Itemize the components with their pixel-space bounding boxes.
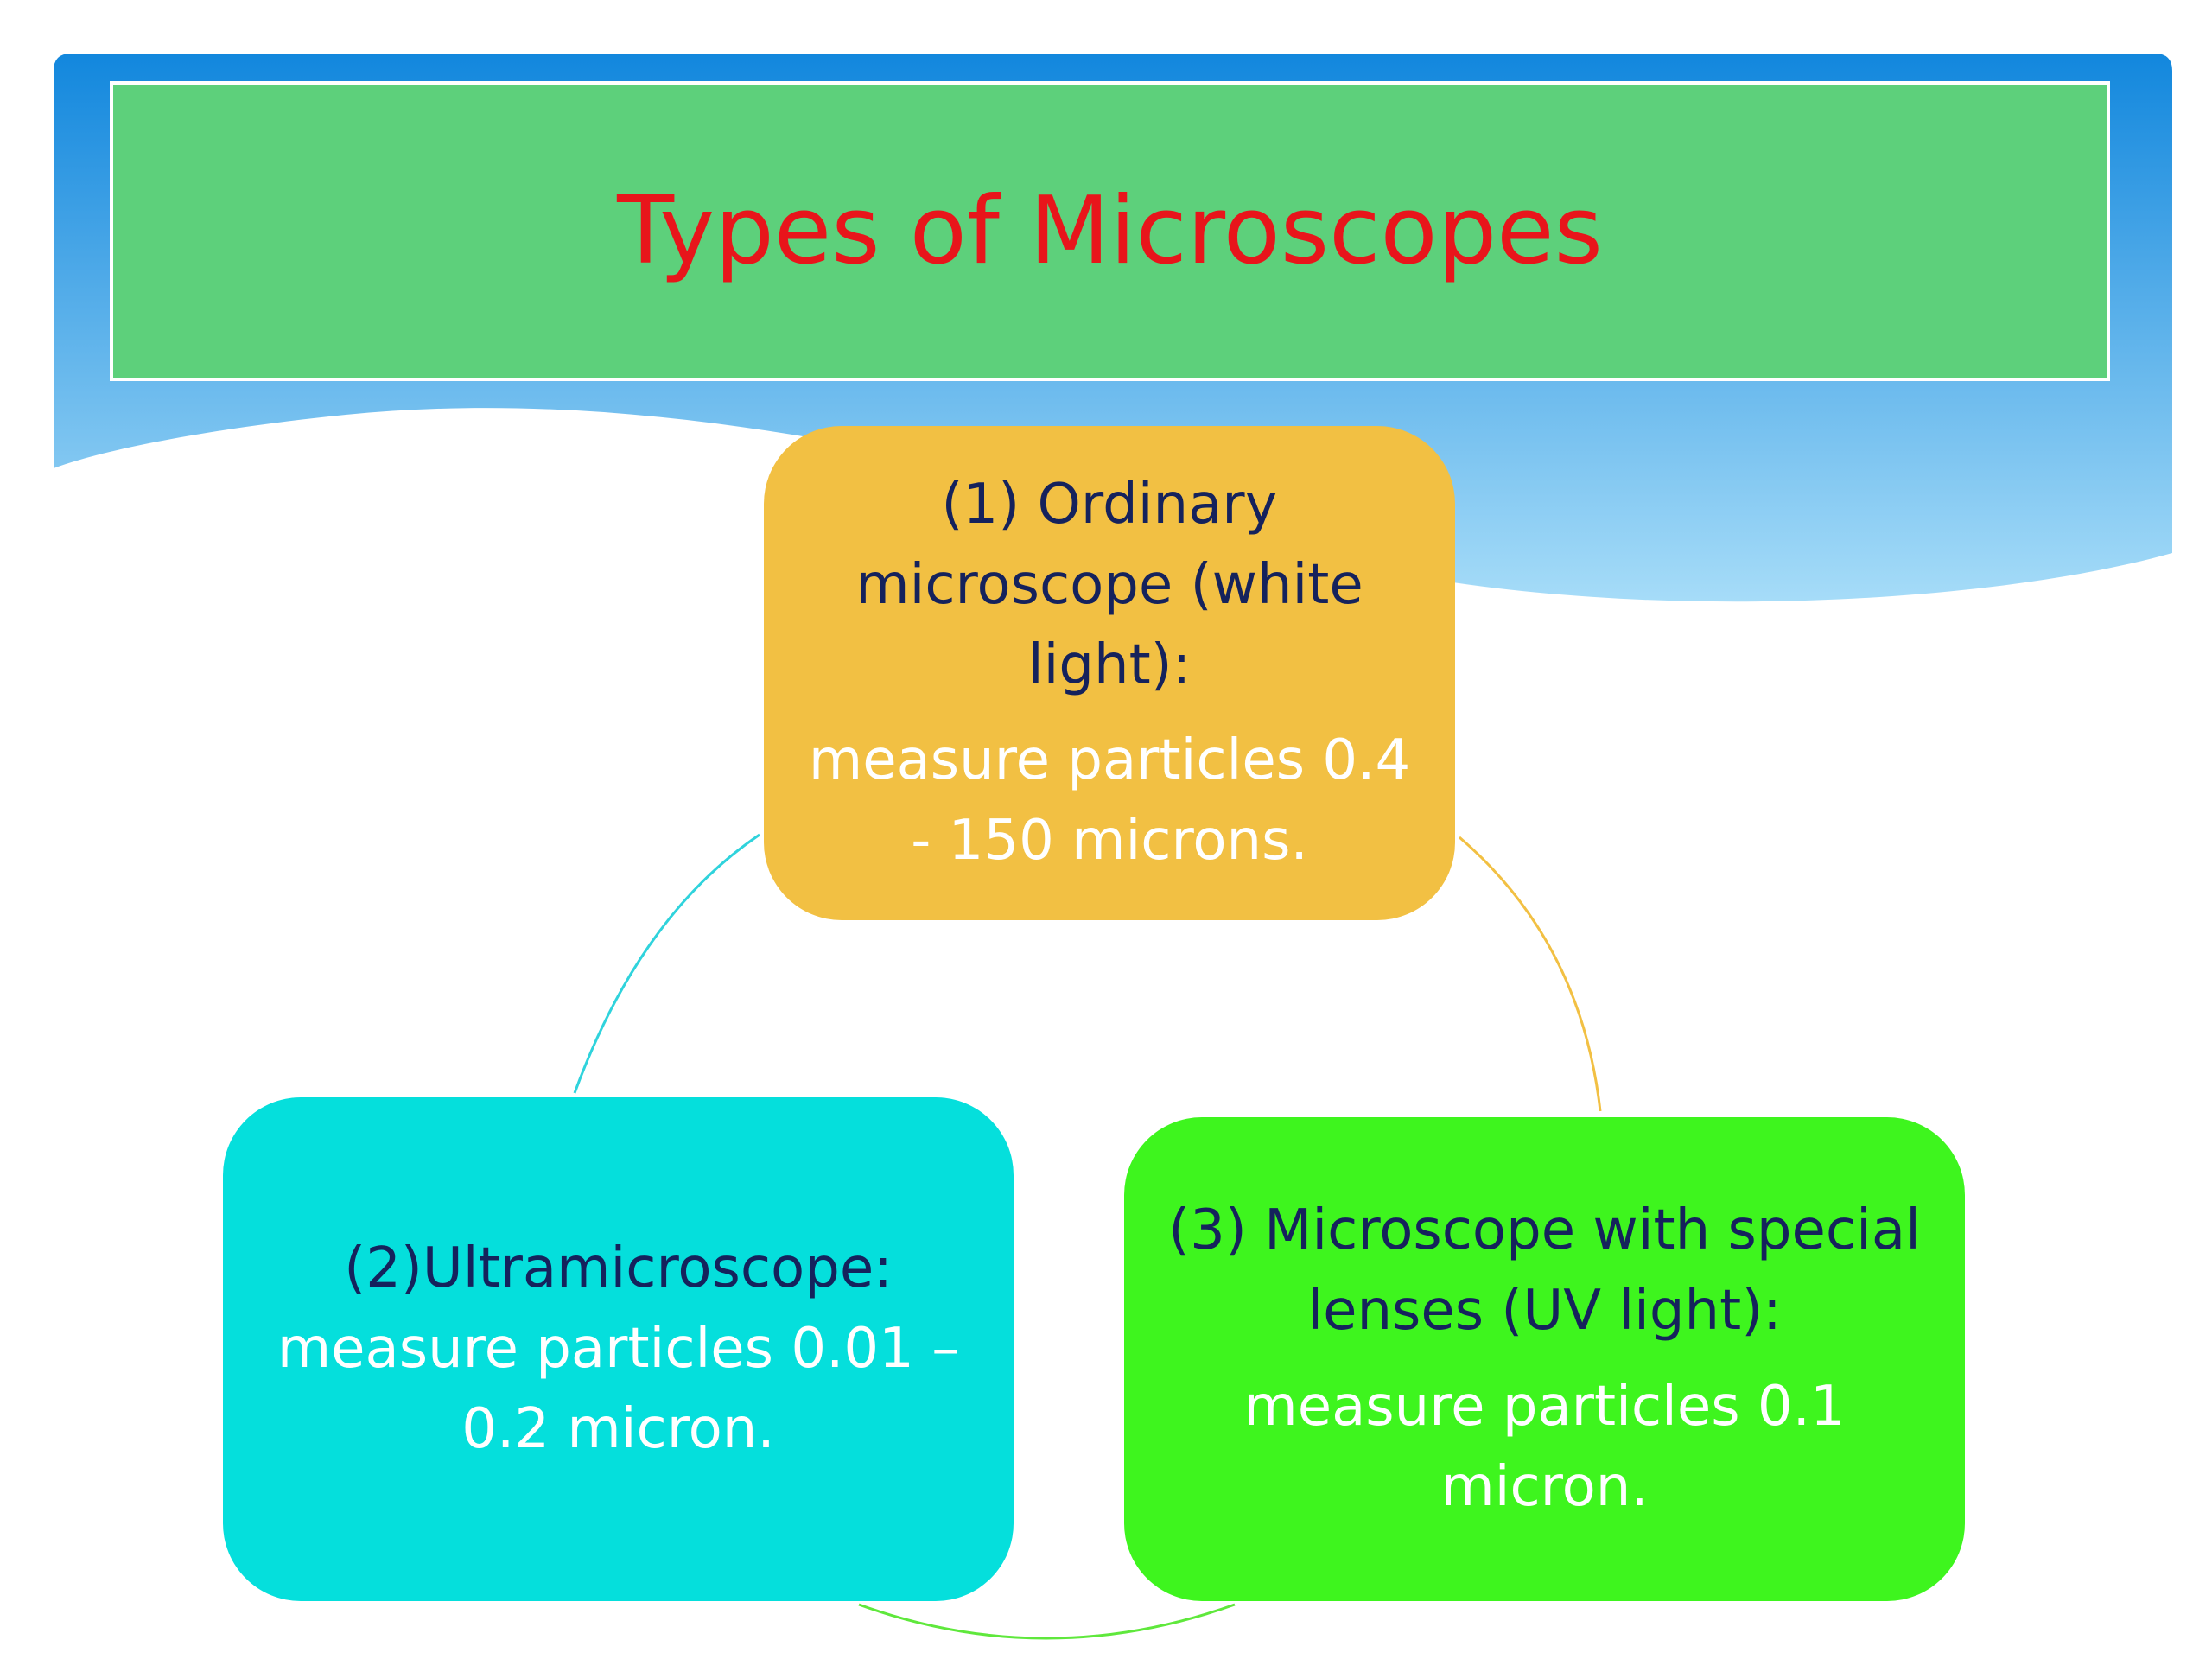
node: (3) Microscope with special lenses (UV l…	[1124, 1117, 1965, 1601]
node: (2)Ultramicroscope: measure particles 0.…	[223, 1097, 1014, 1601]
title: Types of Microscopes	[617, 177, 1603, 285]
title-box: Types of Microscopes	[110, 81, 2110, 381]
node-description: measure particles 0.4 - 150 microns.	[808, 728, 1411, 874]
arc-orange	[1459, 836, 1602, 1112]
node-heading: (1) Ordinary microscope (white light):	[855, 473, 1363, 697]
node-heading: (2)Ultramicroscope:	[344, 1236, 893, 1301]
node-description: measure particles 0.1 micron.	[1243, 1375, 1846, 1519]
arc-cyan	[573, 833, 760, 1094]
node-heading: (3) Microscope with special lenses (UV l…	[1168, 1198, 1921, 1344]
node-description: measure particles 0.01 – 0.2 micron.	[276, 1317, 960, 1461]
arc-green	[858, 1603, 1236, 1640]
node: (1) Ordinary microscope (white light): m…	[764, 426, 1455, 920]
